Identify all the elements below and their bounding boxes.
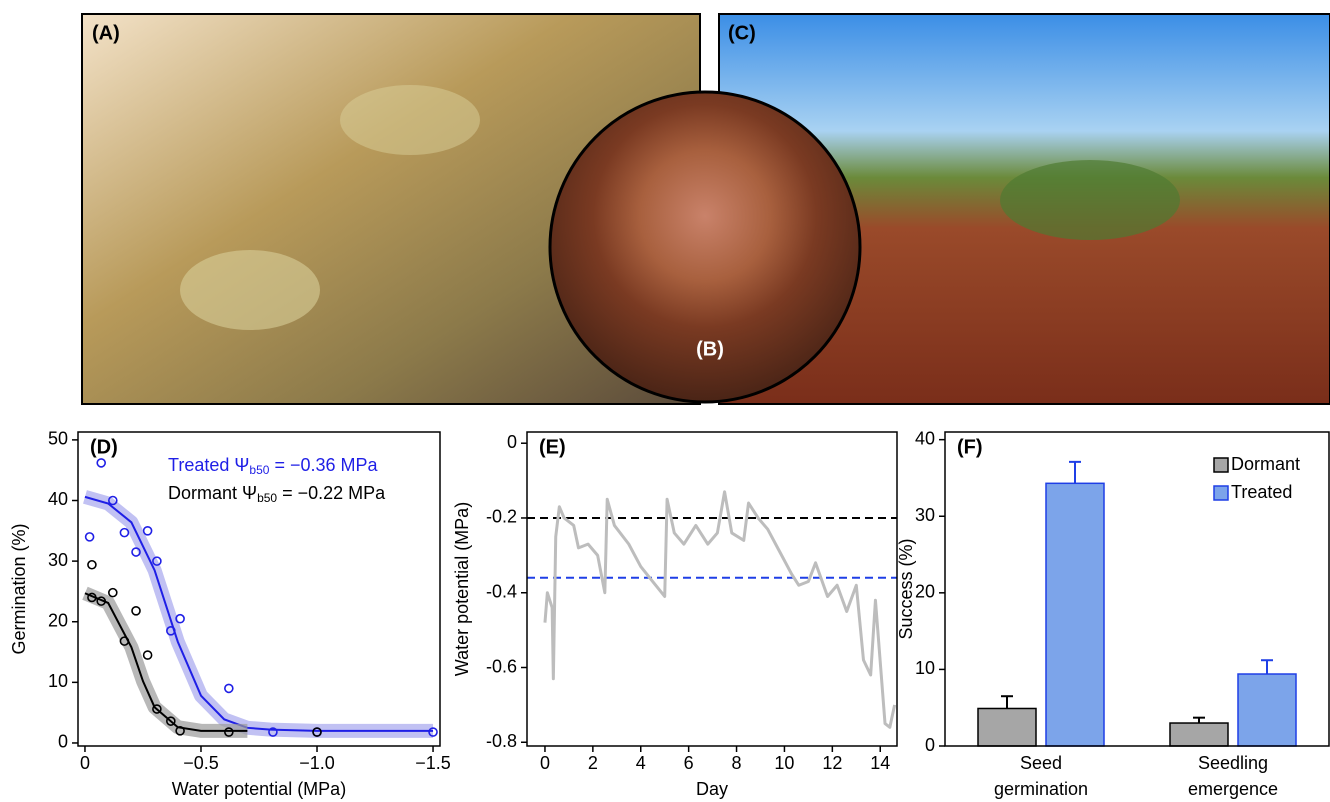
data-point [84, 532, 95, 542]
photo-a-dish [180, 250, 320, 330]
data-point [131, 547, 141, 557]
x-tick-label: 2 [588, 753, 598, 773]
x-tick-label: −1.0 [299, 753, 335, 773]
x-tick-label: −1.5 [415, 753, 451, 773]
data-point [224, 683, 234, 694]
y-tick-label: 0 [925, 735, 935, 755]
x-tick-label: 12 [822, 753, 842, 773]
legend-label: Dormant [1231, 454, 1300, 474]
x-axis-label: Day [696, 779, 728, 799]
data-point [87, 559, 97, 570]
plot-frame [526, 431, 898, 747]
annotation-text: = −0.36 MPa [269, 455, 378, 475]
data-point [96, 458, 107, 468]
y-tick-label: 10 [48, 671, 68, 691]
data-point [166, 716, 176, 726]
x-tick-label: 0 [80, 753, 90, 773]
bar [1045, 482, 1105, 747]
y-tick-label: 40 [48, 489, 68, 509]
data-point [87, 592, 97, 603]
annotation-text: Dormant Ψ [168, 483, 257, 503]
photo-a-dish [340, 85, 480, 155]
panel-label: (F) [957, 436, 983, 458]
y-axis-label: Success (%) [896, 538, 916, 639]
annotation-sub: b50 [249, 463, 269, 477]
data-point [428, 727, 438, 737]
x-tick-label: 14 [870, 753, 890, 773]
fit-line [84, 592, 248, 732]
bar [977, 707, 1037, 747]
data-point [142, 650, 153, 660]
data-point [312, 727, 322, 737]
panel-label: (C) [728, 22, 756, 44]
data-point [119, 527, 130, 538]
y-tick-label: -0.4 [486, 581, 517, 601]
y-tick-label: 40 [915, 428, 935, 448]
y-axis-label: Germination (%) [9, 523, 29, 654]
y-tick-label: 20 [915, 582, 935, 602]
data-point [268, 727, 278, 737]
y-tick-label: 30 [48, 550, 68, 570]
panel-label: (E) [539, 436, 566, 458]
annotation: Treated Ψb50 = −0.36 MPa [168, 455, 378, 477]
data-point [131, 606, 141, 616]
x-tick-label: Seedling emergence [1188, 753, 1278, 799]
photo-c-plant [1000, 160, 1180, 240]
y-tick-label: 20 [48, 610, 68, 630]
data-point [108, 495, 118, 506]
y-tick-label: 10 [915, 658, 935, 678]
y-tick-label: 50 [48, 429, 68, 449]
plot-frame [944, 431, 1330, 747]
data-point [152, 556, 162, 566]
data-point [108, 587, 118, 598]
data-point [96, 596, 107, 606]
x-axis-label: Water potential (MPa) [172, 779, 346, 799]
y-tick-label: -0.2 [486, 507, 517, 527]
legend-swatch [1213, 485, 1229, 501]
x-tick-label: 4 [636, 753, 646, 773]
panel-label: (B) [696, 338, 724, 360]
plot-frame [77, 431, 441, 747]
photo-b [548, 90, 862, 404]
annotation: Dormant Ψb50 = −0.22 MPa [168, 483, 386, 505]
legend-swatch [1213, 457, 1229, 473]
data-point [152, 704, 162, 714]
x-tick-label: 8 [732, 753, 742, 773]
panel-label: (A) [92, 22, 120, 44]
x-tick-label: 0 [540, 753, 550, 773]
x-tick-label: Seed germination [994, 753, 1088, 799]
fit-line [84, 495, 434, 732]
annotation-sub: b50 [257, 491, 277, 505]
bar [1169, 722, 1229, 747]
y-tick-label: 30 [915, 505, 935, 525]
data-point [142, 526, 153, 536]
y-tick-label: 0 [58, 732, 68, 752]
legend-label: Treated [1231, 482, 1292, 502]
x-tick-label: 6 [684, 753, 694, 773]
x-tick-label: −0.5 [183, 753, 219, 773]
annotation-text: Treated Ψ [168, 455, 249, 475]
y-tick-label: -0.6 [486, 656, 517, 676]
bar [1237, 673, 1297, 747]
x-tick-label: 10 [774, 753, 794, 773]
panel-label: (D) [90, 436, 118, 458]
y-axis-label: Water potential (MPa) [452, 502, 472, 676]
annotation-text: = −0.22 MPa [277, 483, 386, 503]
y-tick-label: -0.8 [486, 731, 517, 751]
data-line [543, 490, 897, 729]
data-point [224, 727, 234, 737]
data-point [119, 636, 130, 646]
data-point [175, 726, 185, 736]
y-tick-label: 0 [507, 432, 517, 452]
data-point [166, 626, 176, 636]
data-point [175, 613, 185, 624]
